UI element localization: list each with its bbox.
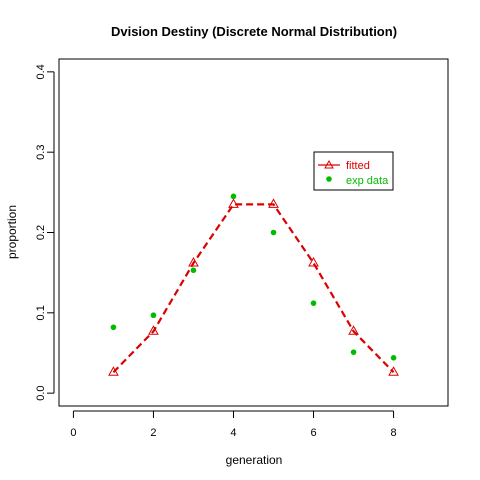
- y-tick-label: 0.0: [35, 385, 47, 400]
- fitted-point: [108, 366, 119, 376]
- exp-data-point: [310, 300, 317, 306]
- y-axis-label: proportion: [5, 205, 19, 259]
- fitted-point: [388, 366, 399, 376]
- fitted-point: [348, 325, 359, 335]
- fitted-point: [148, 325, 159, 335]
- y-tick-label: 0.2: [35, 225, 47, 240]
- legend: fitted exp data: [313, 151, 394, 191]
- y-axis: 0.0 0.1 0.2 0.3 0.4: [35, 64, 55, 401]
- fitted-point: [228, 198, 239, 208]
- fitted-point: [308, 257, 319, 267]
- exp-data-point: [390, 355, 397, 361]
- legend-label-exp-data: exp data: [346, 175, 389, 187]
- series-layer: [108, 193, 399, 376]
- legend-exp-data-marker: [326, 176, 332, 182]
- fitted-point: [188, 257, 199, 267]
- fitted-line: [112, 203, 395, 374]
- y-tick-label: 0.3: [35, 145, 47, 160]
- plot-frame: [58, 58, 449, 407]
- y-tick-label: 0.4: [35, 64, 47, 79]
- fitted-point: [268, 198, 279, 208]
- x-tick-label: 0: [70, 427, 76, 439]
- chart-title: Dvision Destiny (Discrete Normal Distrib…: [111, 24, 397, 39]
- x-axis: 0 2 4 6 8: [70, 410, 397, 439]
- exp-data-point: [270, 229, 277, 236]
- exp-data-point: [150, 312, 157, 319]
- x-tick-label: 4: [230, 427, 236, 439]
- legend-label-fitted: fitted: [346, 160, 370, 172]
- x-tick-label: 2: [150, 427, 156, 439]
- y-tick-label: 0.1: [35, 305, 47, 320]
- exp-data-point: [190, 267, 197, 274]
- x-tick-label: 8: [391, 427, 397, 439]
- legend-fitted-marker: [324, 159, 334, 169]
- exp-data-point: [230, 193, 237, 200]
- x-axis-label: generation: [226, 453, 283, 467]
- legend-box: [313, 151, 394, 191]
- x-tick-label: 6: [310, 427, 316, 439]
- exp-data-point: [110, 324, 117, 331]
- exp-data-point: [350, 349, 357, 355]
